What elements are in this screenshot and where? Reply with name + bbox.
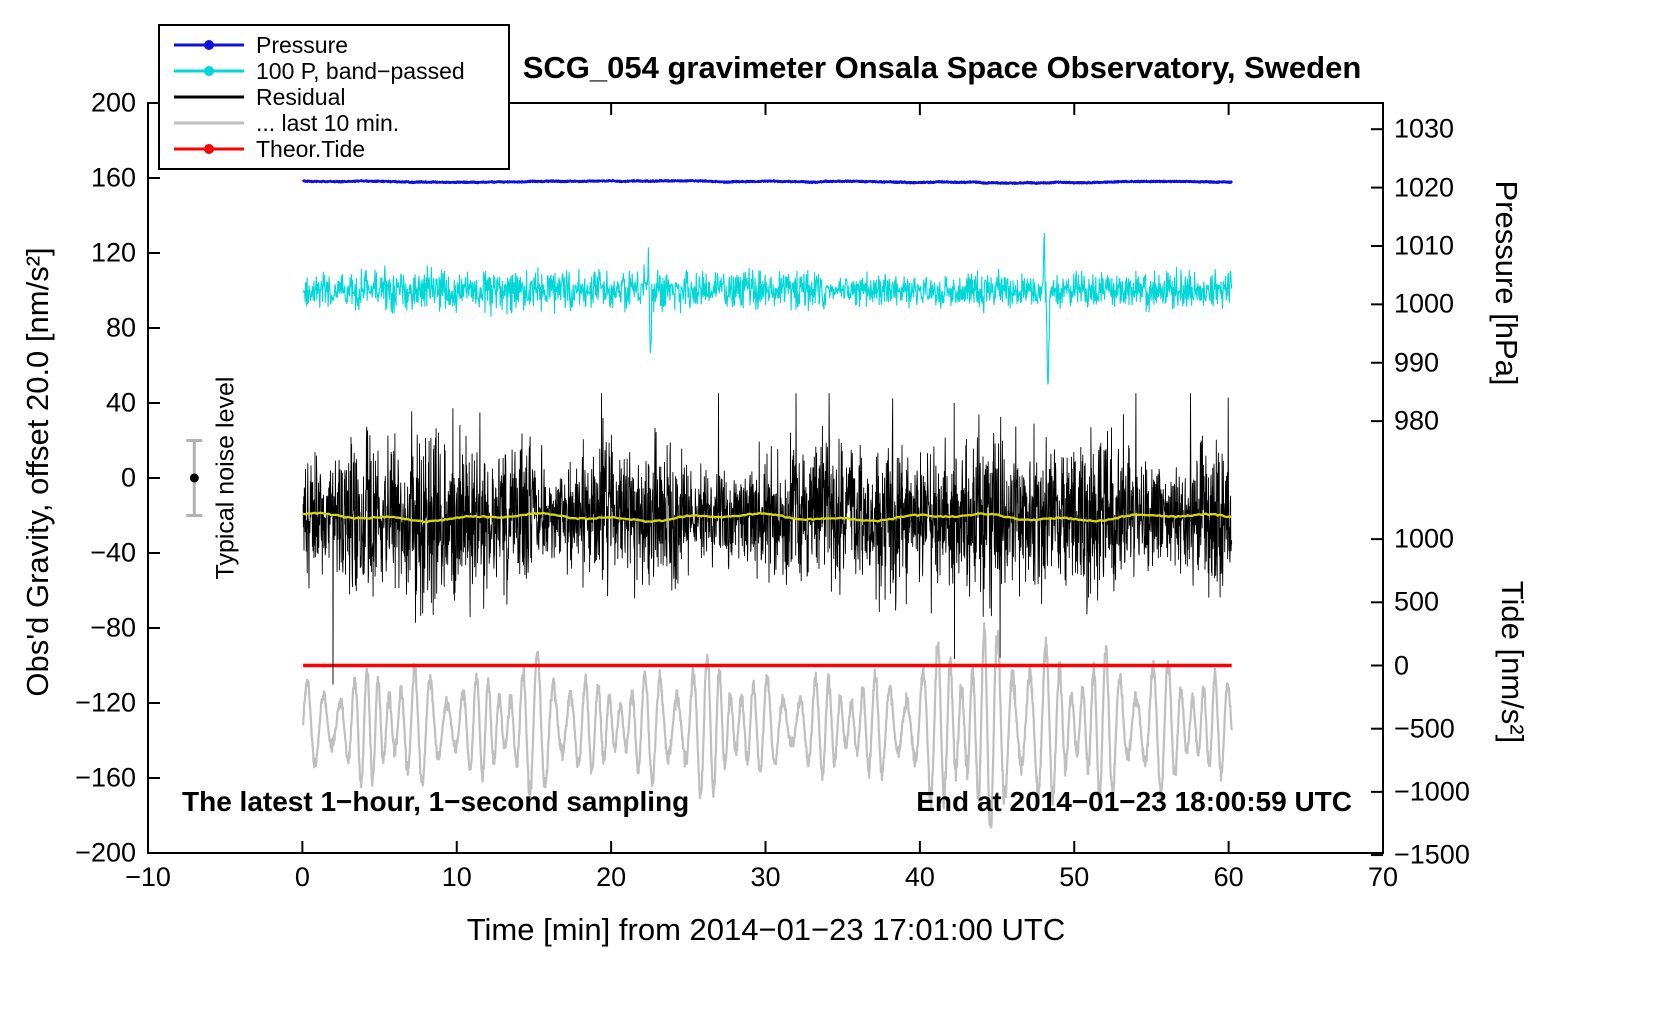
x-tick-label: 30 (750, 862, 781, 892)
y-left-tick-label: −120 (75, 687, 136, 718)
y-left-tick-label: 160 (90, 162, 136, 193)
y-left-tick-label: 0 (120, 462, 136, 493)
x-tick-label: 40 (904, 862, 935, 892)
tide-tick-label: −1000 (1394, 776, 1470, 807)
legend-item-label: Theor.Tide (256, 135, 366, 162)
legend-item-label: Pressure (256, 31, 349, 58)
x-tick-label: 70 (1367, 862, 1399, 892)
y-axis-label-gravity: Obs'd Gravity, offset 20.0 [nm/s²] (20, 247, 55, 697)
y-left-tick-label: −160 (75, 762, 136, 793)
legend-item-label: 100 P, band−passed (256, 57, 465, 84)
x-tick-label: 50 (1059, 862, 1090, 892)
legend-item-theor-tide: Theor.Tide (174, 136, 508, 162)
bandpassed-line-icon (174, 58, 244, 84)
tide-tick-label: 0 (1394, 650, 1410, 680)
legend-item-bandpassed: 100 P, band−passed (174, 58, 508, 84)
end-time-note: End at 2014−01−23 18:00:59 UTC (916, 786, 1352, 817)
pressure-tick-label: 980 (1394, 405, 1440, 436)
tide-tick-label: −1500 (1394, 839, 1470, 870)
pressure-tick-label: 990 (1394, 347, 1440, 378)
tide-tick-label: −500 (1394, 713, 1455, 744)
legend-item-residual: Residual (174, 84, 508, 110)
y-left-tick-label: 120 (90, 237, 136, 268)
residual-line-icon (174, 84, 244, 110)
y-left-tick-label: 200 (90, 87, 136, 118)
tide-tick-label: 1000 (1394, 523, 1455, 554)
noise-level-label: Typical noise level (211, 376, 240, 580)
y-left-tick-label: 80 (105, 312, 136, 343)
x-tick-label: 10 (441, 862, 472, 892)
pressure-tick-label: 1000 (1394, 288, 1455, 319)
x-tick-label: 0 (294, 862, 310, 892)
pressure-line-icon (174, 32, 244, 58)
y-left-tick-label: −80 (90, 612, 136, 643)
y-left-tick-label: −40 (90, 537, 136, 568)
legend-item-pressure: Pressure (174, 32, 508, 58)
y-left-tick-label: 40 (105, 387, 136, 418)
pressure-tick-label: 1020 (1394, 172, 1455, 203)
legend-item-label: ... last 10 min. (256, 109, 400, 136)
tide-tick-label: 500 (1394, 586, 1440, 617)
pressure-tick-label: 1030 (1394, 113, 1455, 144)
y-axis-label-pressure: Pressure [hPa] (1489, 180, 1524, 386)
x-tick-label: 60 (1213, 862, 1244, 892)
x-tick-label: 20 (596, 862, 627, 892)
x-tick-label: −10 (125, 862, 171, 892)
legend-item-label: Residual (256, 83, 346, 110)
sampling-note: The latest 1−hour, 1−second sampling (182, 786, 690, 817)
chart-title: SCG_054 gravimeter Onsala Space Observat… (522, 50, 1362, 85)
y-axis-label-tide: Tide [nm/s²] (1495, 580, 1530, 744)
last10min-line-icon (174, 110, 244, 136)
y-left-tick-label: −200 (75, 837, 136, 868)
pressure-tick-label: 1010 (1394, 230, 1455, 261)
legend: Pressure 100 P, band−passed Residual ...… (158, 24, 510, 170)
x-axis-label: Time [min] from 2014−01−23 17:01:00 UTC (466, 912, 1066, 947)
theor-tide-line-icon (174, 136, 244, 162)
legend-item-last10min: ... last 10 min. (174, 110, 508, 136)
